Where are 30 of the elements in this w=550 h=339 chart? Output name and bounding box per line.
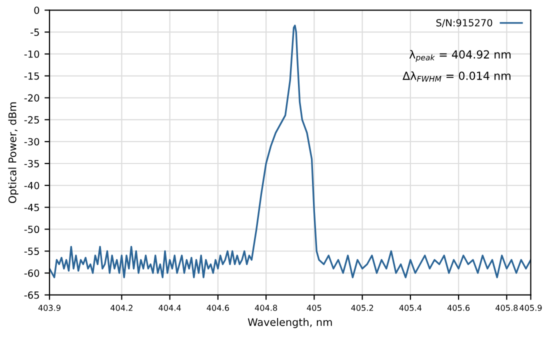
y-tick-label: -35 — [24, 160, 39, 168]
x-tick-label: 404.6 — [206, 304, 229, 311]
x-tick-label: 404.4 — [158, 304, 181, 311]
y-tick-label: -25 — [24, 116, 39, 124]
y-tick-label: -60 — [24, 270, 40, 277]
y-tick-label: -20 — [24, 94, 40, 102]
y-tick-label: 0 — [34, 6, 40, 14]
y-tick-label: -5 — [30, 28, 39, 36]
y-tick-label: -50 — [24, 226, 40, 234]
x-tick-label: 405.6 — [447, 304, 470, 311]
legend-label: S/N:915270 — [436, 19, 492, 28]
x-tick-label: 403.9 — [38, 304, 60, 311]
y-tick-label: -15 — [24, 72, 39, 80]
x-tick-label: 405.9 — [520, 304, 542, 311]
x-axis-title: Wavelength, nm — [248, 318, 332, 328]
x-tick-label: 405.2 — [351, 304, 374, 311]
y-tick-label: -40 — [24, 182, 40, 190]
y-axis-title: Optical Power, dBm — [8, 102, 18, 204]
x-tick-label: 405.4 — [399, 304, 422, 311]
x-tick-label: 404.8 — [254, 304, 278, 311]
y-tick-label: -45 — [24, 204, 39, 212]
y-tick-label: -55 — [24, 248, 39, 255]
y-tick-label: -65 — [24, 291, 39, 299]
x-tick-label: 404.2 — [110, 304, 132, 311]
y-tick-label: -10 — [24, 50, 40, 58]
x-tick-label: 405.8 — [496, 304, 518, 311]
annotation: Δλ$_{FWHM}$ = 0.014 nm — [402, 71, 510, 82]
x-tick-label: 405 — [306, 304, 322, 311]
annotation: λ$_{peak}$ = 404.92 nm — [409, 50, 511, 62]
y-tick-label: -30 — [24, 138, 40, 146]
